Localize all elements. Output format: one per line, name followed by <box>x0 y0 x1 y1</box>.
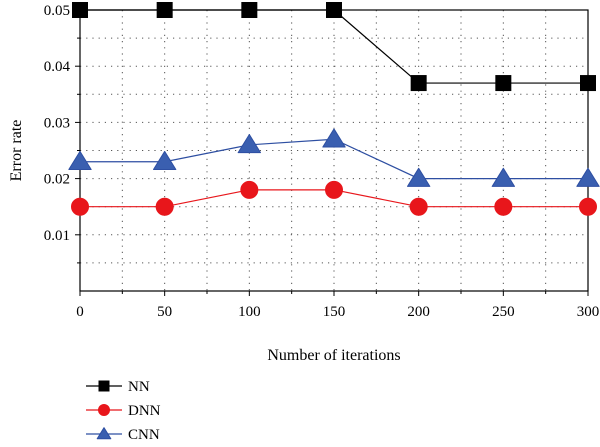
data-point-nn <box>495 75 512 92</box>
x-tick-label: 0 <box>76 304 84 320</box>
data-point-dnn <box>579 197 597 216</box>
grid-lines <box>80 10 588 291</box>
data-point-cnn <box>406 167 431 187</box>
series-nn <box>72 2 596 92</box>
y-tick-label: 0.04 <box>44 59 71 75</box>
legend: NN DNN CNN <box>86 379 161 443</box>
data-point-dnn <box>494 197 513 216</box>
legend-marker <box>96 427 112 440</box>
data-point-dnn <box>71 197 89 216</box>
data-point-nn <box>72 2 88 18</box>
y-tick-label: 0.03 <box>44 115 70 131</box>
data-point-cnn <box>576 167 600 187</box>
data-point-nn <box>326 2 342 18</box>
legend-label: NN <box>128 379 150 395</box>
data-point-cnn <box>68 150 92 171</box>
data-point-cnn <box>237 134 262 154</box>
legend-item-dnn: DNN <box>86 403 161 419</box>
x-tick-label: 50 <box>157 304 172 320</box>
x-tick-label: 300 <box>577 304 600 320</box>
axis-ticks: 0 50 100 150 200 250 300 0.01 0.02 0.03 0.04 0.05 <box>44 3 600 320</box>
x-tick-label: 250 <box>492 304 515 320</box>
data-point-cnn <box>322 128 346 148</box>
data-point-dnn <box>325 180 343 199</box>
x-tick-label: 200 <box>407 304 430 320</box>
series-cnn <box>68 128 600 187</box>
series-dnn <box>71 180 597 216</box>
data-point-dnn <box>240 180 259 199</box>
y-tick-label: 0.02 <box>44 172 70 188</box>
data-point-nn <box>410 75 427 92</box>
legend-label: DNN <box>128 403 161 419</box>
x-tick-label: 100 <box>238 304 261 320</box>
plot-area-frame <box>79 9 589 292</box>
y-axis-title: Error rate <box>8 120 25 182</box>
y-tick-label: 0.01 <box>44 228 70 244</box>
data-point-cnn <box>491 167 516 187</box>
data-point-cnn <box>152 150 177 171</box>
data-point-dnn <box>155 197 174 216</box>
legend-item-nn: NN <box>86 379 150 395</box>
legend-marker <box>98 404 110 416</box>
data-point-nn <box>156 2 173 18</box>
data-point-nn <box>241 2 258 18</box>
legend-marker <box>98 380 110 392</box>
data-point-nn <box>580 75 596 92</box>
x-axis-title: Number of iterations <box>267 347 400 364</box>
legend-label: CNN <box>128 427 160 443</box>
data-point-dnn <box>409 197 428 216</box>
x-tick-label: 150 <box>323 304 346 320</box>
legend-item-cnn: CNN <box>86 427 160 443</box>
y-tick-label: 0.05 <box>44 3 70 19</box>
series-layer <box>68 2 600 216</box>
